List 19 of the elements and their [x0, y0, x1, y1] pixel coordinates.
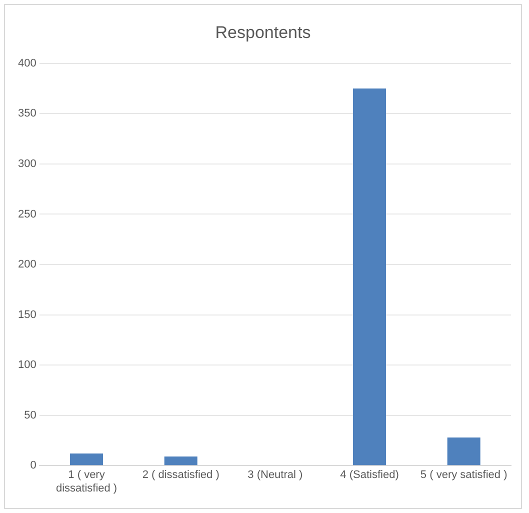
bar: [353, 88, 386, 466]
x-tick-label: 1 ( very dissatisfied ): [56, 469, 118, 494]
y-tick-label: 300: [18, 158, 36, 170]
y-tick-label: 200: [18, 258, 36, 271]
y-tick-label: 0: [30, 460, 36, 472]
y-tick-label: 50: [24, 409, 36, 422]
y-tick-label: 250: [18, 208, 36, 220]
bar: [164, 456, 198, 466]
bar: [447, 437, 480, 466]
y-tick-label: 400: [18, 57, 36, 70]
x-tick-label: 4 (Satisfied): [340, 469, 399, 482]
bar: [70, 454, 104, 466]
y-tick-label: 100: [18, 359, 36, 372]
x-tick-label: 5 ( very satisfied ): [420, 469, 508, 482]
y-tick-label: 150: [18, 308, 36, 321]
y-tick-label: 350: [18, 108, 36, 120]
chart-title: Respontents: [215, 22, 311, 42]
x-tick-label: 2 ( dissatisfied ): [142, 469, 220, 482]
x-tick-label: 3 (Neutral ): [248, 469, 303, 482]
